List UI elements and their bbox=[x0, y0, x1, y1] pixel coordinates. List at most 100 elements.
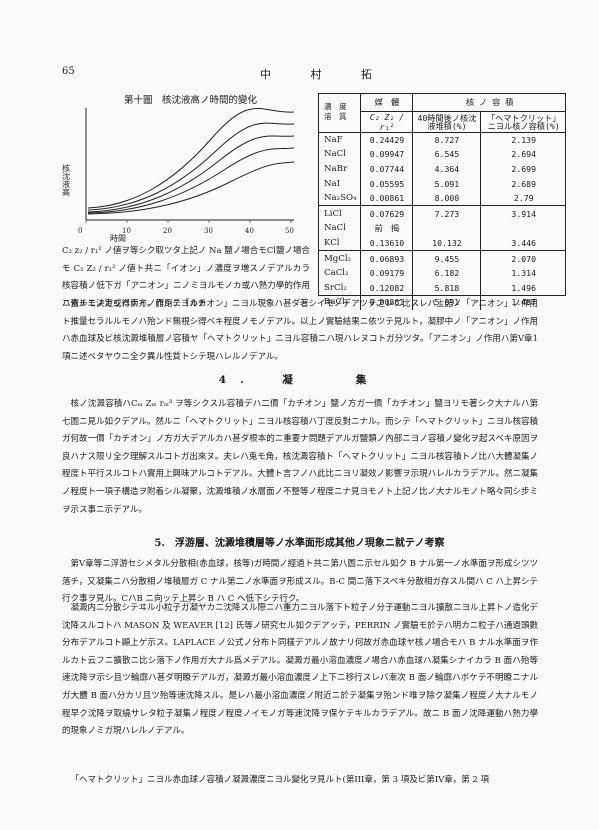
table-cell-vol40: 5.091 bbox=[412, 295, 481, 310]
x-tick-50: 50 bbox=[285, 227, 294, 235]
author-name: 中 村 拓 bbox=[260, 68, 390, 81]
x-tick-40: 40 bbox=[245, 227, 254, 235]
paragraph-5: 凝澱内ニ分散シテヰル小粒子ガ凝ヤカニ沈降スル際ニハ重力ニヨル落下ト粒子ノ分子運動… bbox=[62, 600, 538, 741]
table-cell-conc: 前 揭 bbox=[360, 221, 413, 236]
y-axis-label: 核沈液高 bbox=[62, 163, 71, 197]
table-cell-conc: 0.09947 bbox=[360, 147, 413, 162]
paragraph-6-text: 「ヘマトクリット」ニヨル赤血球ノ容積ノ凝澱濃度ニヨル變化ヲ見ルト(第III章，第… bbox=[70, 775, 490, 785]
table-cell-conc: 0.07629 bbox=[360, 205, 413, 222]
table-row: LiCl 0.07629 7.273 3.914 bbox=[318, 205, 566, 222]
paragraph-3-text: 核ノ沈澱容積ハCₘ Zₘ rₘ³ ヲ等シクスル容積デハ二價「カチオン」鹽ノ方ガ一… bbox=[62, 399, 539, 515]
paragraph-1-text: C₂ z₂ / r₁² ノ値ヲ等シク取ツタ上記ノ Na 鹽ノ場合モCl鹽ノ場合モ… bbox=[62, 246, 310, 309]
page-number: 65 bbox=[62, 66, 75, 77]
data-table: 濃 度 溶 質 媒 體 核 ノ 容 積 C₂ Z₂ / r₁² 40時間後ノ核沈… bbox=[318, 93, 566, 310]
table-cell-conc: 0.13610 bbox=[360, 235, 413, 251]
table-cell-salt: NaCl bbox=[324, 223, 346, 234]
figure-plot: 0 10 20 30 40 50 核沈液高 時間 bbox=[62, 107, 295, 242]
table-cell-vol40: 5.818 bbox=[412, 280, 481, 296]
table-row: NaF 0.24429 8.727 2.139 bbox=[318, 132, 566, 148]
col-header-hematocrit: 「ヘマトクリット」ニヨル核ノ容積(%) bbox=[480, 111, 566, 133]
table-cell-conc: 0.00861 bbox=[360, 190, 413, 206]
table-cell-hema: 3.446 bbox=[480, 235, 566, 251]
section-4-heading: 4. 凝 集 bbox=[218, 374, 381, 386]
table-cell-hema: 1.314 bbox=[480, 265, 566, 281]
paragraph-3: 核ノ沈澱容積ハCₘ Zₘ rₘ³ ヲ等シクスル容積デハ二價「カチオン」鹽ノ方ガ一… bbox=[62, 396, 538, 519]
table-cell-salt: SrCl₂ bbox=[324, 282, 347, 293]
table-row: KCl 0.13610 10.132 3.446 bbox=[318, 235, 566, 251]
curve-1 bbox=[87, 107, 295, 209]
paragraph-6: 「ヘマトクリット」ニヨル赤血球ノ容積ノ凝澱濃度ニヨル變化ヲ見ルト(第III章，第… bbox=[62, 772, 538, 790]
table-cell-conc: 0.12082 bbox=[360, 280, 413, 296]
table-cell-vol40: 9.455 bbox=[412, 250, 481, 266]
table-cell-vol40: 8.727 bbox=[412, 132, 481, 148]
table-row: Na₂SO₄ 0.00861 8.000 2.79 bbox=[318, 190, 566, 206]
table-cell-salt: KCl bbox=[324, 237, 340, 248]
curve-3 bbox=[87, 135, 295, 213]
curve-4 bbox=[87, 147, 295, 214]
paragraph-4-text: 第V章等ニ浮游セシメタル分散相(赤血球，核等)ガ時間ノ經過ト共ニ第八圖ニ示セル如… bbox=[62, 559, 538, 605]
table-cell-hema: 1.496 bbox=[480, 280, 566, 296]
table-cell-salt: NaBr bbox=[324, 163, 348, 174]
col-header-nucleus-volume: 核 ノ 容 積 bbox=[412, 93, 566, 112]
table-row: MgCl₂ 0.06893 9.455 2.070 bbox=[318, 250, 566, 266]
table-cell-salt: BaCl₄ bbox=[324, 297, 349, 308]
col-header-medium: 媒 體 bbox=[360, 93, 413, 112]
col-header-salt: 濃 度 溶 質 bbox=[318, 93, 361, 133]
table-cell-hema: 2.689 bbox=[480, 176, 566, 191]
x-tick-20: 20 bbox=[163, 227, 172, 235]
table-cell-hema bbox=[480, 221, 566, 236]
table-cell-conc: 0.06893 bbox=[360, 250, 413, 266]
col-header-formula: C₂ Z₂ / r₁² bbox=[360, 111, 413, 133]
table-cell-vol40: 6.182 bbox=[412, 265, 481, 281]
curve-5 bbox=[87, 161, 295, 215]
figure-10: 第十圖 核沈液高ノ時間的變化 0 10 20 30 40 50 核沈液高 時間 bbox=[62, 92, 310, 242]
table-row: NaBr 0.07744 4.364 2.699 bbox=[318, 161, 566, 177]
table-row: NaCl 0.09947 6.545 2.694 bbox=[318, 147, 566, 162]
table-cell-vol40: 7.273 bbox=[412, 205, 481, 222]
table-row: BaCl₄ 0.00861 5.091 1.487 bbox=[318, 295, 566, 310]
table-cell-salt: NaCl bbox=[324, 149, 346, 160]
curve-2 bbox=[87, 122, 295, 211]
paragraph-2: ハ直チニ決定シ得ナイ。而シテ「カチオン」ニヨル現象ハ甚ダ著シイモノデアツテ之レニ… bbox=[62, 296, 538, 366]
table-cell-vol40 bbox=[412, 221, 481, 236]
table-cell-conc: 0.24429 bbox=[360, 132, 413, 148]
table-cell-conc: 0.09179 bbox=[360, 265, 413, 281]
table-cell-salt: CaCl₂ bbox=[324, 268, 349, 279]
table-cell-hema: 1.487 bbox=[480, 295, 566, 310]
table-cell-salt: Na₂SO₄ bbox=[324, 193, 357, 204]
table-cell-salt: LiCl bbox=[318, 205, 361, 222]
page-header: 65 中 村 拓 bbox=[0, 66, 599, 82]
table-cell-conc: 0.07744 bbox=[360, 161, 413, 177]
table-cell-vol40: 4.364 bbox=[412, 161, 481, 177]
x-tick-0: 0 bbox=[78, 227, 82, 235]
x-tick-10: 10 bbox=[122, 227, 131, 235]
table-cell-hema: 3.914 bbox=[480, 205, 566, 222]
table-cell-conc: 0.00861 bbox=[360, 295, 413, 310]
section-5-heading: 5. 浮游層、沈澱堆積層等ノ水準面形成其他ノ現象ニ就テノ考察 bbox=[154, 538, 445, 549]
table-cell-salt: MgCl₂ bbox=[318, 250, 361, 266]
paragraph-4: 第V章等ニ浮游セシメタル分散相(赤血球，核等)ガ時間ノ經過ト共ニ第八圖ニ示セル如… bbox=[62, 556, 538, 609]
x-tick-30: 30 bbox=[204, 227, 213, 235]
table-cell-hema: 2.139 bbox=[480, 132, 566, 148]
table-cell-hema: 2.694 bbox=[480, 147, 566, 162]
table-cell-vol40: 6.545 bbox=[412, 147, 481, 162]
table-row: NaCl 前 揭 bbox=[318, 221, 566, 236]
table-cell-conc: 0.05595 bbox=[360, 176, 413, 191]
x-axis-label: 時間 bbox=[110, 234, 126, 242]
table-cell-salt: NaF bbox=[324, 134, 343, 145]
curves bbox=[87, 107, 295, 215]
x-ticks bbox=[85, 220, 292, 223]
table-cell-hema: 2.699 bbox=[480, 161, 566, 177]
table-cell-vol40: 5.091 bbox=[412, 176, 481, 191]
table-cell-vol40: 10.132 bbox=[412, 235, 481, 251]
col-header-vol40: 40時間後ノ核沈液堆積(%) bbox=[412, 111, 481, 133]
table-row: CaCl₂ 0.09179 6.182 1.314 bbox=[318, 265, 566, 281]
paragraph-5-text: 凝澱内ニ分散シテヰル小粒子ガ凝ヤカニ沈降スル際ニハ重力ニヨル落下ト粒子ノ分子運動… bbox=[62, 603, 539, 737]
table-cell-vol40: 8.000 bbox=[412, 190, 481, 206]
paragraph-1: C₂ z₂ / r₁² ノ値ヲ等シク取ツタ上記ノ Na 鹽ノ場合モCl鹽ノ場合モ… bbox=[62, 243, 310, 313]
figure-title: 第十圖 核沈液高ノ時間的變化 bbox=[124, 95, 258, 106]
paragraph-2-text: ハ直チニ決定シ得ナイ。而シテ「カチオン」ニヨル現象ハ甚ダ著シイモノデアツテ之レニ… bbox=[62, 299, 538, 362]
table-cell-hema: 2.070 bbox=[480, 250, 566, 266]
table-row: NaI 0.05595 5.091 2.689 bbox=[318, 176, 566, 191]
table-cell-hema: 2.79 bbox=[480, 190, 566, 206]
